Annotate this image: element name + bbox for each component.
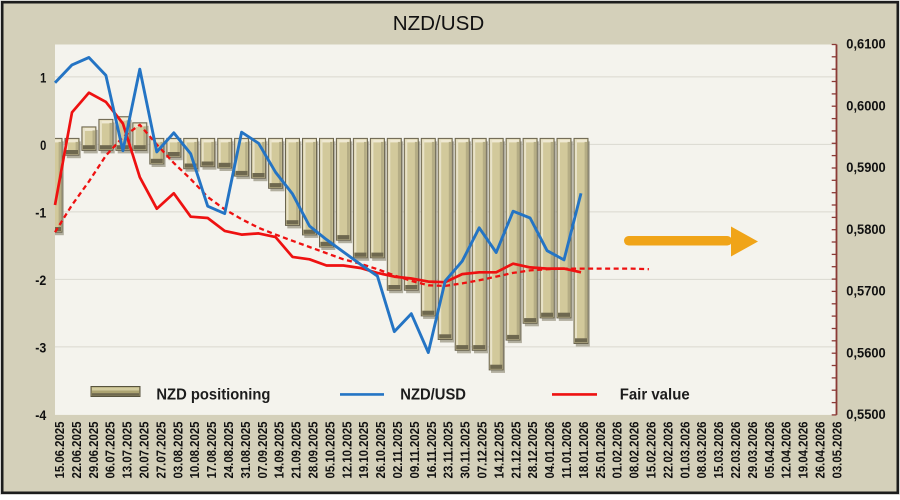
svg-text:23.11.2025: 23.11.2025	[441, 422, 456, 479]
svg-text:0,5500: 0,5500	[846, 407, 885, 422]
svg-text:0,5700: 0,5700	[846, 284, 885, 299]
svg-text:27.07.2025: 27.07.2025	[153, 422, 168, 479]
svg-text:22.06.2025: 22.06.2025	[69, 422, 84, 479]
svg-text:15.02.2026: 15.02.2026	[644, 422, 659, 479]
svg-text:21.09.2025: 21.09.2025	[289, 422, 304, 479]
svg-text:0: 0	[40, 138, 46, 153]
svg-text:01.02.2026: 01.02.2026	[610, 422, 625, 479]
svg-text:21.12.2025: 21.12.2025	[508, 422, 523, 479]
svg-text:16.11.2025: 16.11.2025	[424, 422, 439, 479]
svg-text:14.09.2025: 14.09.2025	[272, 422, 287, 479]
svg-text:19.04.2026: 19.04.2026	[796, 422, 811, 479]
svg-text:19.10.2025: 19.10.2025	[356, 422, 371, 479]
svg-text:15.03.2026: 15.03.2026	[711, 422, 726, 479]
svg-text:02.11.2025: 02.11.2025	[390, 422, 405, 479]
svg-text:01.03.2026: 01.03.2026	[677, 422, 692, 479]
svg-text:-4: -4	[35, 408, 46, 423]
svg-text:30.11.2025: 30.11.2025	[458, 422, 473, 479]
svg-text:NZD/USD: NZD/USD	[400, 387, 466, 404]
svg-text:10.08.2025: 10.08.2025	[187, 422, 202, 479]
svg-text:0,5800: 0,5800	[846, 222, 885, 237]
svg-text:0,6100: 0,6100	[846, 37, 885, 52]
svg-text:0,5600: 0,5600	[846, 345, 885, 360]
svg-text:06.07.2025: 06.07.2025	[103, 422, 118, 479]
svg-text:28.09.2025: 28.09.2025	[306, 422, 321, 479]
svg-text:08.03.2026: 08.03.2026	[694, 422, 709, 479]
svg-text:NZD positioning: NZD positioning	[156, 387, 270, 404]
svg-text:15.06.2025: 15.06.2025	[52, 422, 67, 479]
svg-text:04.01.2026: 04.01.2026	[542, 422, 557, 479]
svg-text:1: 1	[40, 71, 47, 86]
svg-text:13.07.2025: 13.07.2025	[120, 422, 135, 479]
svg-text:09.11.2025: 09.11.2025	[407, 422, 422, 479]
svg-text:NZD/USD: NZD/USD	[393, 12, 485, 35]
svg-text:29.06.2025: 29.06.2025	[86, 422, 101, 479]
svg-text:12.10.2025: 12.10.2025	[339, 422, 354, 479]
svg-text:0,6000: 0,6000	[846, 98, 885, 113]
svg-text:24.08.2025: 24.08.2025	[221, 422, 236, 479]
svg-text:0,5900: 0,5900	[846, 160, 885, 175]
svg-text:17.08.2025: 17.08.2025	[204, 422, 219, 479]
svg-text:07.09.2025: 07.09.2025	[255, 422, 270, 479]
svg-text:22.03.2026: 22.03.2026	[728, 422, 743, 479]
svg-text:31.08.2025: 31.08.2025	[238, 422, 253, 479]
svg-text:05.10.2025: 05.10.2025	[322, 422, 337, 479]
svg-text:20.07.2025: 20.07.2025	[137, 422, 152, 479]
svg-text:26.04.2026: 26.04.2026	[813, 422, 828, 479]
svg-text:29.03.2026: 29.03.2026	[745, 422, 760, 479]
svg-text:25.01.2026: 25.01.2026	[593, 422, 608, 479]
svg-text:22.02.2026: 22.02.2026	[660, 422, 675, 479]
svg-text:-2: -2	[35, 273, 46, 288]
svg-text:14.12.2025: 14.12.2025	[491, 422, 506, 479]
svg-text:11.01.2026: 11.01.2026	[559, 422, 574, 479]
svg-text:-3: -3	[35, 341, 46, 356]
svg-text:07.12.2025: 07.12.2025	[475, 422, 490, 479]
svg-text:12.04.2026: 12.04.2026	[779, 422, 794, 479]
svg-text:26.10.2025: 26.10.2025	[373, 422, 388, 479]
svg-text:03.08.2025: 03.08.2025	[170, 422, 185, 479]
svg-text:Fair value: Fair value	[620, 387, 690, 404]
svg-text:28.12.2025: 28.12.2025	[525, 422, 540, 479]
svg-text:18.01.2026: 18.01.2026	[576, 422, 591, 479]
svg-text:-1: -1	[35, 206, 46, 221]
svg-text:03.05.2026: 03.05.2026	[829, 422, 844, 479]
svg-text:05.04.2026: 05.04.2026	[762, 422, 777, 479]
svg-text:08.02.2026: 08.02.2026	[627, 422, 642, 479]
